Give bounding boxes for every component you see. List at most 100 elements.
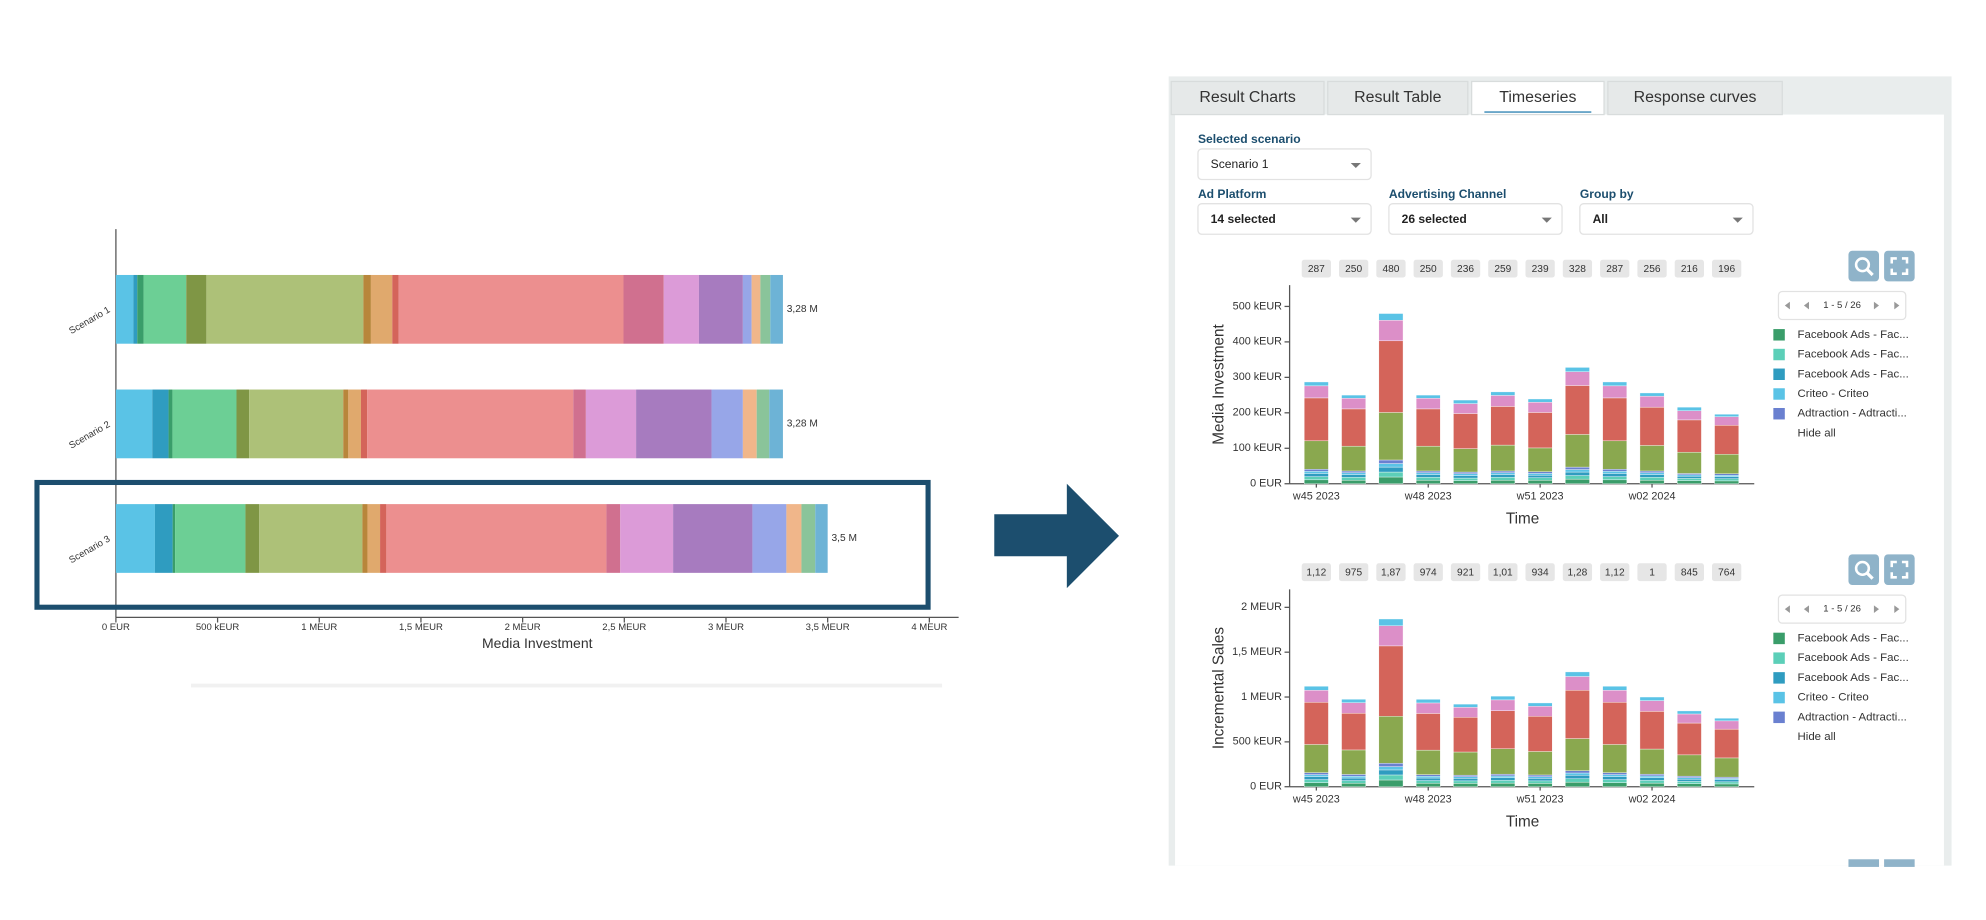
tab[interactable] [1471, 80, 1605, 116]
bar-segment [1677, 781, 1702, 784]
total-badge [1637, 563, 1667, 582]
legend-swatch[interactable] [1773, 691, 1785, 704]
zoom-button[interactable] [1848, 859, 1880, 867]
bar-segment [1677, 473, 1702, 476]
legend-label[interactable]: Facebook Ads - Fac... [1798, 329, 1909, 341]
bar-segment [1565, 466, 1590, 470]
total-badge [1413, 563, 1443, 582]
bar-segment [1453, 480, 1478, 484]
total-label: 216 [1681, 264, 1698, 275]
bar-segment [1304, 381, 1329, 387]
legend-label[interactable]: Criteo - Criteo [1798, 388, 1869, 400]
dropdown[interactable] [1197, 148, 1372, 181]
fullscreen-icon [1890, 257, 1909, 275]
bar-segment [1341, 699, 1366, 703]
bar-segment [815, 504, 828, 573]
tab[interactable] [1327, 80, 1469, 116]
bar-segment [1453, 780, 1478, 784]
x-tick-label: 1,5 MEUR [399, 622, 443, 633]
bar-segment [249, 389, 344, 459]
bar-segment [1304, 782, 1329, 787]
bar-segment [1639, 748, 1665, 775]
bar-segment [1304, 479, 1329, 484]
legend-swatch[interactable] [1773, 672, 1785, 684]
legend-label[interactable]: Adtraction - Adtracti... [1798, 408, 1907, 420]
total-label: 1 [1649, 568, 1655, 579]
pager-arrow[interactable] [1803, 605, 1809, 613]
bar-segment [1453, 717, 1478, 753]
legend-swatch[interactable] [1773, 368, 1785, 380]
pager-arrow[interactable] [1803, 301, 1809, 310]
dropdown-caret [1732, 217, 1743, 223]
bar-segment [1415, 472, 1441, 475]
bar-segment [1490, 444, 1516, 472]
x-tick-label: 4 MEUR [911, 622, 947, 633]
dropdown[interactable] [1579, 203, 1754, 235]
legend-swatch[interactable] [1773, 632, 1785, 645]
legend-hide-all[interactable]: Hide all [1798, 731, 1836, 743]
bar-segment [1602, 397, 1628, 442]
bar-segment [1565, 371, 1590, 386]
fullscreen-button[interactable] [1884, 554, 1915, 585]
bar-segment [1415, 774, 1441, 777]
legend-swatch[interactable] [1773, 652, 1785, 664]
legend-swatch[interactable] [1773, 348, 1785, 361]
bar-segment [1677, 480, 1702, 484]
tab[interactable] [1170, 80, 1325, 116]
pager-arrow[interactable] [1784, 605, 1790, 613]
fullscreen-button[interactable] [1884, 250, 1915, 282]
bar-segment [1639, 395, 1665, 408]
bar-segment [1602, 381, 1628, 387]
tab[interactable] [1607, 80, 1783, 116]
x-tick-label: w48 2023 [1404, 490, 1452, 502]
dropdown[interactable] [1388, 203, 1563, 235]
total-label: 1,12 [1306, 568, 1326, 579]
pager-arrow[interactable] [1894, 301, 1900, 310]
bar-segment [1565, 738, 1590, 771]
legend-label[interactable]: Adtraction - Adtracti... [1798, 711, 1907, 723]
bar-segment [1415, 749, 1441, 775]
bar-segment [1490, 477, 1516, 481]
dropdown[interactable] [1197, 203, 1372, 235]
bar-segment [1677, 710, 1702, 715]
legend-swatch[interactable] [1773, 407, 1785, 420]
legend-label[interactable]: Facebook Ads - Fac... [1798, 672, 1909, 684]
bar-segment [760, 274, 771, 344]
x-axis-title: Time [1506, 813, 1539, 830]
pager-arrow[interactable] [1873, 301, 1880, 310]
legend-swatch[interactable] [1773, 711, 1785, 724]
fullscreen-button[interactable] [1884, 859, 1915, 867]
pager-arrow[interactable] [1784, 301, 1790, 310]
bar-segment [1602, 479, 1628, 484]
bar-segment [348, 389, 361, 459]
bar-segment [259, 504, 363, 573]
filter-label: Selected scenario [1198, 132, 1301, 146]
zoom-button[interactable] [1848, 554, 1880, 585]
bar-segment [152, 389, 169, 459]
bar-segment [1677, 474, 1702, 477]
legend-hide-all[interactable]: Hide all [1798, 427, 1836, 439]
dropdown-caret [1541, 217, 1552, 223]
total-badge [1301, 563, 1331, 582]
bar-segment [1677, 713, 1702, 724]
bar-segment [1304, 440, 1329, 470]
bar-segment [370, 274, 393, 344]
bar-segment [1415, 702, 1441, 714]
bar-segment [1527, 751, 1553, 776]
legend-label[interactable]: Facebook Ads - Fac... [1798, 368, 1909, 380]
zoom-button[interactable] [1848, 250, 1880, 282]
bar-segment [1677, 451, 1702, 474]
legend-swatch[interactable] [1773, 388, 1785, 400]
pager-arrow[interactable] [1894, 605, 1900, 613]
bar-segment [206, 274, 364, 344]
legend-label[interactable]: Facebook Ads - Fac... [1798, 632, 1909, 644]
legend-label[interactable]: Criteo - Criteo [1798, 692, 1869, 704]
legend-label[interactable]: Facebook Ads - Fac... [1798, 652, 1909, 664]
bar-segment [1565, 690, 1590, 739]
legend-label[interactable]: Facebook Ads - Fac... [1798, 349, 1909, 361]
total-badge [1376, 259, 1406, 278]
legend-swatch[interactable] [1773, 329, 1785, 341]
pager-arrow[interactable] [1873, 605, 1880, 613]
total-badge [1339, 563, 1369, 582]
